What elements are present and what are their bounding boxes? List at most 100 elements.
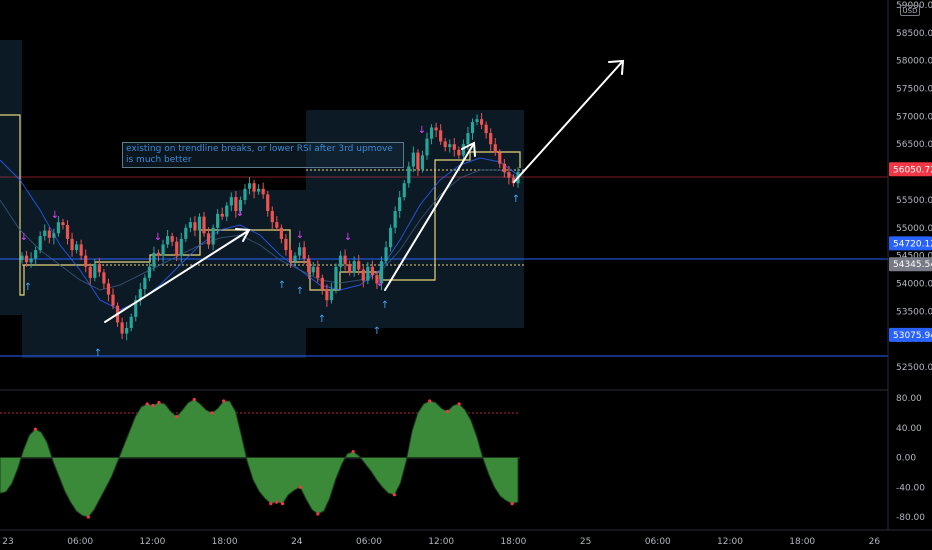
candle-body	[348, 263, 352, 273]
oscillator-extreme-dot	[316, 512, 320, 516]
candle-body	[275, 222, 279, 228]
oscillator-extreme-dot	[222, 399, 226, 403]
oscillator-tick-label: 80.00	[896, 394, 922, 404]
candle-body	[202, 216, 206, 234]
trend-arrows	[104, 59, 625, 323]
candle-body	[370, 266, 374, 276]
candle-body	[361, 269, 365, 281]
sell-signal-icon: ↓	[20, 232, 28, 243]
candle-body	[75, 244, 79, 251]
candle-body	[320, 277, 324, 290]
time-tick-label: 12:00	[428, 537, 454, 547]
oscillator-extreme-dot	[457, 402, 461, 406]
oscillator-extreme-dot	[174, 414, 179, 419]
candle-body	[411, 152, 415, 167]
candle-body	[193, 222, 197, 231]
moving-average-blue-2	[0, 169, 519, 291]
candle-body	[61, 222, 65, 225]
candle-body	[493, 144, 497, 153]
currency-badge[interactable]: USD	[900, 5, 920, 16]
time-tick-label: 06:00	[645, 537, 671, 547]
candle-body	[120, 322, 124, 334]
oscillator-tick-label: 0.00	[896, 454, 916, 464]
candle-body	[24, 255, 29, 263]
candle-body	[393, 211, 397, 228]
candle-body	[357, 261, 361, 270]
time-tick-label: 12:00	[139, 537, 165, 547]
candle-body	[279, 227, 283, 239]
price-tick-label: 57500.00	[896, 85, 932, 95]
oscillator-extreme-dot	[145, 402, 149, 406]
oscillator-extreme-dot	[275, 500, 279, 504]
oscillator-dots	[33, 397, 514, 519]
candle-body	[129, 316, 133, 329]
price-tick-label: 58000.00	[896, 57, 932, 67]
oscillator-extreme-dot	[428, 399, 432, 403]
candle-body	[375, 275, 379, 284]
price-tag-box	[889, 257, 932, 272]
oscillator-extreme-dot	[86, 515, 90, 519]
candle-body	[416, 152, 420, 170]
candle-body	[270, 211, 274, 223]
candle-body	[434, 127, 438, 131]
candle-body	[261, 188, 265, 195]
sell-signal-icon: ↓	[51, 210, 59, 221]
candle-body	[188, 222, 192, 228]
oscillator-extreme-dot	[151, 403, 155, 408]
trend-arrow-1-head	[235, 228, 251, 242]
candle-body	[325, 289, 329, 301]
candle-body	[384, 247, 388, 262]
price-tick-label: 58500.00	[896, 29, 932, 39]
candle-body	[448, 144, 452, 148]
candle-body	[388, 227, 393, 248]
candle-body	[452, 144, 456, 150]
candle-body	[334, 266, 338, 290]
candle-body	[429, 127, 434, 139]
time-tick-label: 24	[291, 537, 303, 547]
price-tag-label: 53075.94	[893, 331, 932, 341]
candles-group	[20, 113, 520, 341]
candle-body	[238, 199, 243, 212]
time-tick-label: 12:00	[717, 537, 743, 547]
candle-body	[65, 224, 70, 239]
time-tick-label: 18:00	[212, 537, 238, 547]
moving-average-blue	[0, 157, 519, 311]
candle-body	[79, 244, 83, 256]
candle-body	[498, 152, 502, 164]
time-tick-label: 25	[580, 537, 591, 547]
candle-body	[170, 236, 174, 242]
candle-body	[461, 144, 465, 156]
candle-body	[407, 166, 411, 184]
candle-body	[284, 238, 288, 251]
candle-body	[134, 300, 138, 317]
time-axis-ticks: 23 06:00 12:00 18:00 24 06:00 12:00 18:00 25 06:0…	[2, 537, 880, 547]
price-tick-label: 56500.00	[896, 140, 932, 150]
oscillator-extreme-dot	[351, 449, 355, 454]
candle-body	[489, 133, 493, 145]
oscillator-extreme-dot	[298, 485, 302, 489]
candle-body	[439, 130, 443, 142]
annotation-note[interactable]: existing on trendline breaks, or lower R…	[122, 142, 404, 168]
candle-body	[507, 172, 511, 178]
buy-signal-icon: ↑	[318, 314, 326, 325]
candle-body	[84, 255, 88, 267]
oscillator-extreme-dot	[157, 400, 161, 405]
time-tick-label: 26	[869, 537, 881, 547]
price-tick-label: 59000.00	[896, 1, 932, 11]
buy-signal-icon: ↑	[24, 282, 32, 293]
candle-body	[156, 252, 161, 256]
candle-body	[402, 183, 406, 198]
candle-body	[56, 222, 61, 234]
candle-body	[511, 177, 516, 184]
candle-body	[398, 197, 402, 212]
candle-body	[152, 252, 156, 267]
price-tick-label: 53500.00	[896, 307, 932, 317]
oscillator-axis-ticks: 80.00 40.00 0.00 -40.00 -80.00	[896, 394, 925, 523]
price-tick-label: 55500.00	[896, 196, 932, 206]
candle-body	[125, 328, 129, 334]
oscillator-extreme-dot	[445, 409, 449, 413]
candle-body	[420, 155, 425, 170]
candle-body	[311, 266, 315, 273]
candle-body	[43, 230, 47, 237]
